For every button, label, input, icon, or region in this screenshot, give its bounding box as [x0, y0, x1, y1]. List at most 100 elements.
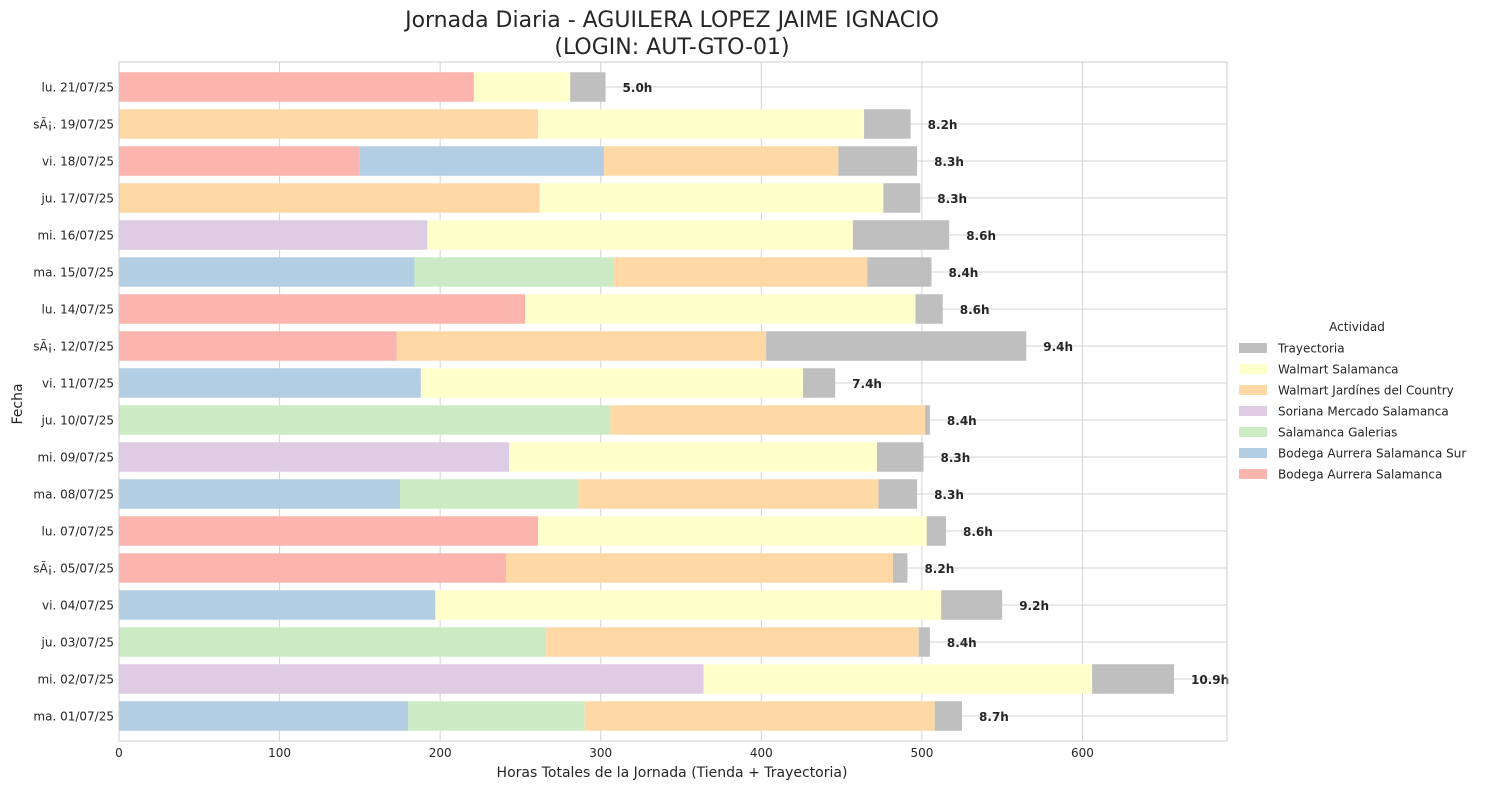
bar-segment — [867, 257, 932, 287]
y-tick-label: ju. 17/07/25 — [41, 192, 114, 206]
bar-segment — [119, 220, 428, 250]
bar-segment — [119, 516, 539, 546]
bar-segment — [396, 331, 767, 361]
bar-total-label: 8.6h — [963, 525, 993, 539]
bar-total-label: 8.2h — [924, 562, 954, 576]
axis-layer: lu. 21/07/25 sÃ¡. 19/07/25 vi. 18/07/25 ju.… — [33, 61, 1228, 760]
legend-entry-label: Walmart Jardínes del Country — [1278, 384, 1454, 398]
y-tick-label: ju. 03/07/25 — [41, 636, 114, 650]
x-tick-label: 400 — [750, 746, 773, 760]
legend-title: Actividad — [1329, 320, 1385, 334]
bar-segment — [878, 479, 918, 509]
bar-segment — [119, 405, 611, 435]
bar-total-label: 8.3h — [934, 155, 964, 169]
y-tick-label: lu. 14/07/25 — [42, 303, 114, 317]
y-tick-label: vi. 11/07/25 — [42, 377, 114, 391]
x-tick-label: 200 — [429, 746, 452, 760]
bar-segment — [119, 553, 506, 583]
legend-swatch — [1239, 406, 1267, 416]
bar-total-label: 10.9h — [1191, 673, 1229, 687]
bar-total-label: 8.6h — [960, 303, 990, 317]
bar-segment — [1092, 664, 1175, 694]
bar-segment — [766, 331, 1027, 361]
bar-segment — [119, 294, 526, 324]
legend-entry-label: Bodega Aurrera Salamanca — [1278, 468, 1442, 482]
plot-frame — [118, 61, 1228, 742]
bar-total-label: 8.4h — [947, 414, 977, 428]
y-tick-label: mi. 09/07/25 — [37, 451, 114, 465]
bar-total-label: 8.7h — [979, 710, 1009, 724]
bar-segment — [119, 590, 436, 620]
y-tick-label: sÃ¡. 12/07/25 — [33, 339, 114, 354]
bar-segment — [892, 553, 908, 583]
x-tick-label: 600 — [1071, 746, 1094, 760]
chart-title-line2: (LOGIN: AUT-GTO-01) — [554, 35, 789, 60]
bar-total-label: 9.4h — [1043, 340, 1073, 354]
bar-segment — [852, 220, 950, 250]
bar-segment — [918, 627, 930, 657]
bar-segment — [509, 442, 877, 472]
bar-segment — [119, 183, 540, 213]
x-tick-label: 300 — [589, 746, 612, 760]
bar-total-label: 8.3h — [941, 451, 971, 465]
bar-segment — [119, 146, 360, 176]
y-tick-label: vi. 04/07/25 — [42, 599, 114, 613]
bar-segment — [925, 405, 930, 435]
legend-entry-label: Walmart Salamanca — [1278, 363, 1399, 377]
bar-segment — [525, 294, 916, 324]
bar-segment — [926, 516, 946, 546]
y-tick-label: mi. 16/07/25 — [37, 229, 114, 243]
bar-segment — [119, 701, 409, 731]
data-labels-layer: 5.0h 8.2h 8.3h 8.3h 8.6h 8.4h 8.6h 9.4h 7.4h 8.4h… — [623, 81, 1230, 724]
bar-segment — [420, 368, 804, 398]
bar-segment — [427, 220, 853, 250]
bar-segment — [408, 701, 585, 731]
y-tick-label: ma. 15/07/25 — [33, 266, 114, 280]
x-tick-label: 100 — [268, 746, 291, 760]
bar-segment — [119, 442, 510, 472]
bar-segment — [119, 664, 704, 694]
legend-swatch — [1239, 385, 1267, 395]
bar-total-label: 8.2h — [928, 118, 958, 132]
bar-segment — [803, 368, 836, 398]
bar-segment — [119, 257, 415, 287]
bar-segment — [603, 146, 839, 176]
bar-segment — [915, 294, 943, 324]
y-tick-label: sÃ¡. 05/07/25 — [33, 561, 114, 576]
bar-segment — [539, 183, 884, 213]
bar-total-label: 8.4h — [949, 266, 979, 280]
legend-swatch — [1239, 343, 1267, 353]
bar-segment — [584, 701, 935, 731]
legend-entry-label: Trayectoria — [1277, 342, 1345, 356]
legend-swatch — [1239, 427, 1267, 437]
bar-total-label: 8.6h — [966, 229, 996, 243]
bar-segment — [570, 72, 606, 102]
bar-total-label: 8.4h — [947, 636, 977, 650]
bar-total-label: 8.3h — [937, 192, 967, 206]
bar-segment — [119, 627, 547, 657]
y-tick-label: vi. 18/07/25 — [42, 155, 114, 169]
bar-segment — [883, 183, 921, 213]
y-tick-label: mi. 02/07/25 — [37, 673, 114, 687]
bar-segment — [864, 109, 911, 139]
legend-swatch — [1239, 364, 1267, 374]
y-tick-label: sÃ¡. 19/07/25 — [33, 117, 114, 132]
chart-title-line1: Jornada Diaria - AGUILERA LOPEZ JAIME IG… — [403, 8, 939, 33]
bar-segment — [934, 701, 963, 731]
y-tick-label: lu. 21/07/25 — [42, 81, 114, 95]
bar-segment — [613, 257, 868, 287]
bar-segment — [538, 109, 865, 139]
bar-segment — [505, 553, 893, 583]
bar-segment — [876, 442, 924, 472]
bar-segment — [119, 109, 539, 139]
legend: Actividad Trayectoria Walmart Salamanca Wa… — [1239, 320, 1466, 482]
bar-segment — [359, 146, 604, 176]
bar-segment — [435, 590, 942, 620]
x-tick-label: 500 — [910, 746, 933, 760]
bar-segment — [838, 146, 918, 176]
bar-segment — [119, 72, 474, 102]
bar-segment — [703, 664, 1093, 694]
bar-segment — [119, 479, 401, 509]
